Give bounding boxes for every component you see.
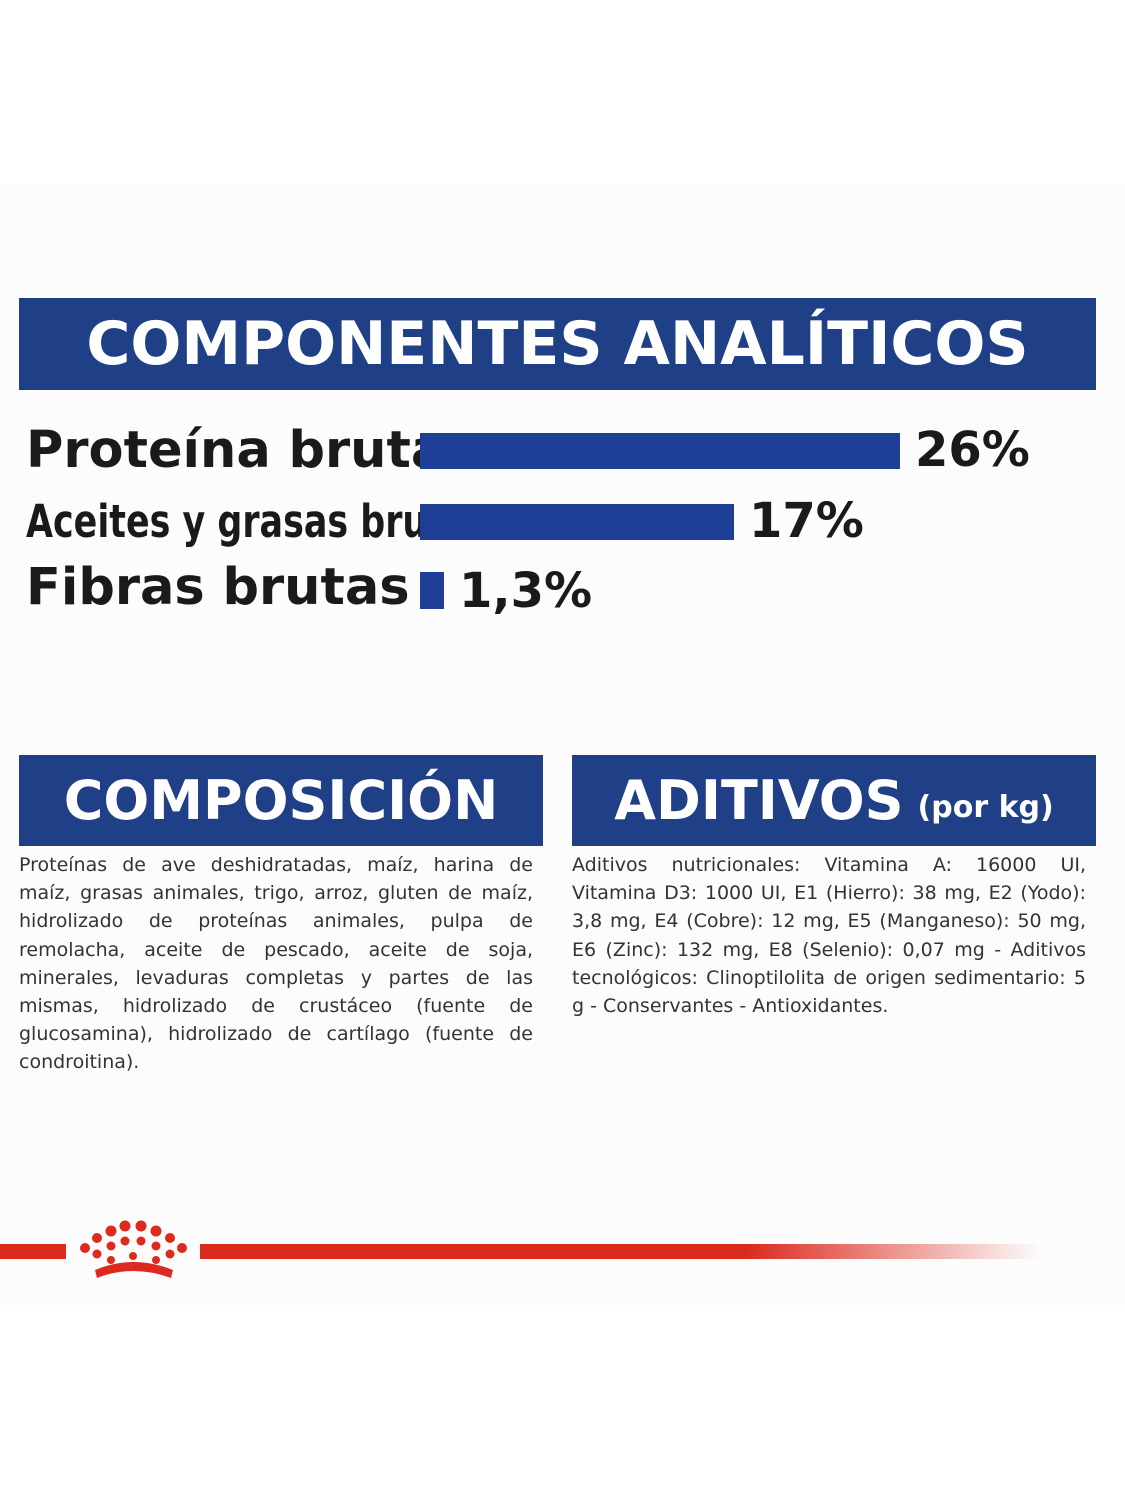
- fats-value: 17%: [749, 493, 864, 549]
- composition-title: COMPOSICIÓN: [63, 769, 499, 832]
- brand-divider-right: [200, 1244, 1040, 1259]
- protein-value: 26%: [915, 422, 1030, 478]
- analytic-components-banner: COMPONENTES ANALÍTICOS: [19, 298, 1096, 390]
- composition-banner: COMPOSICIÓN: [19, 755, 543, 846]
- analytic-components-title: COMPONENTES ANALÍTICOS: [86, 309, 1029, 379]
- protein-bar: [420, 433, 900, 469]
- additives-unit: (por kg): [917, 790, 1054, 825]
- fats-bar: [420, 504, 734, 540]
- brand-divider-left: [0, 1244, 66, 1259]
- additives-title: ADITIVOS: [614, 769, 904, 832]
- protein-label: Proteína bruta: [26, 421, 446, 480]
- fiber-bar: [420, 572, 444, 609]
- fiber-label: Fibras brutas: [26, 558, 410, 617]
- additives-banner: ADITIVOS (por kg): [572, 755, 1096, 846]
- fiber-value: 1,3%: [459, 563, 593, 619]
- composition-text: Proteínas de ave deshidratadas, maíz, ha…: [19, 854, 533, 1074]
- royal-crown-icon: [80, 1220, 187, 1278]
- additives-text: Aditivos nutricionales: Vitamina A: 1600…: [572, 854, 1086, 1018]
- fats-label: Aceites y grasas brutos: [26, 495, 489, 548]
